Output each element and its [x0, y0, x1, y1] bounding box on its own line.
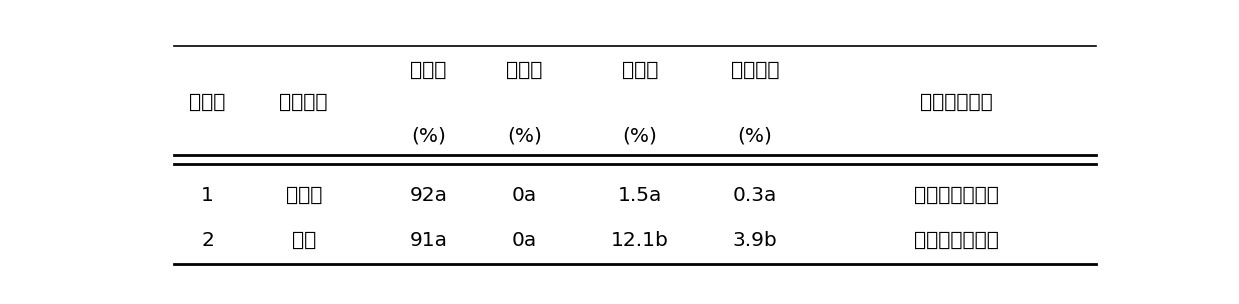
Text: 诱导率: 诱导率 — [410, 61, 447, 80]
Text: 0.3a: 0.3a — [732, 186, 777, 205]
Text: 12.1b: 12.1b — [611, 231, 669, 250]
Text: (%): (%) — [411, 126, 446, 146]
Text: 试验号: 试验号 — [190, 92, 225, 112]
Text: 3.9b: 3.9b — [732, 231, 777, 250]
Text: 褐化指数: 褐化指数 — [731, 61, 779, 80]
Text: (%): (%) — [737, 126, 772, 146]
Text: (%): (%) — [622, 126, 657, 146]
Text: 污染率: 污染率 — [507, 61, 543, 80]
Text: 1: 1 — [201, 186, 214, 205]
Text: 1.5a: 1.5a — [617, 186, 662, 205]
Text: 褐化率: 褐化率 — [622, 61, 658, 80]
Text: (%): (%) — [507, 126, 541, 146]
Text: 91a: 91a — [410, 231, 447, 250]
Text: 0a: 0a — [512, 186, 538, 205]
Text: 愈伤组织质地: 愈伤组织质地 — [921, 92, 992, 112]
Text: 消毒方式: 消毒方式 — [280, 92, 328, 112]
Text: 92a: 92a — [410, 186, 447, 205]
Text: 2: 2 — [201, 231, 214, 250]
Text: 较致密，黄绿色: 较致密，黄绿色 — [914, 186, 999, 205]
Text: 0a: 0a — [512, 231, 538, 250]
Text: 不消毒: 不消毒 — [285, 186, 322, 205]
Text: 消毒: 消毒 — [291, 231, 316, 250]
Text: 较疏松，黄褐色: 较疏松，黄褐色 — [914, 231, 999, 250]
